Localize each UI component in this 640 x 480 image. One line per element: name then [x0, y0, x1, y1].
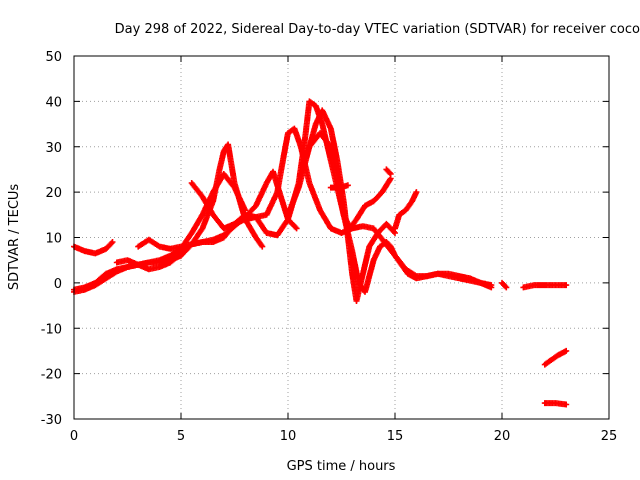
y-tick-label: 10 [45, 232, 62, 247]
x-tick-label: 5 [177, 429, 185, 444]
y-tick-label: 20 [45, 186, 62, 201]
y-tick-label: 40 [45, 95, 62, 110]
y-tick-label: 50 [45, 50, 62, 65]
y-tick-labels: -30 -20 -10 0 10 20 30 40 50 [41, 50, 62, 428]
y-tick-label: -20 [41, 368, 62, 383]
series-arc-9 [327, 182, 351, 191]
series-arc-1 [71, 239, 116, 257]
data-point [293, 225, 300, 232]
plot-frame [73, 55, 610, 420]
x-tick-label: 20 [494, 429, 511, 444]
data-point [503, 284, 510, 291]
series-arc-11 [392, 189, 420, 232]
series-arc-12 [499, 279, 510, 291]
chart-title: Day 298 of 2022, Sidereal Day-to-day VTE… [115, 22, 640, 37]
data-series [71, 98, 570, 408]
y-tick-label: 30 [45, 141, 62, 156]
data-point [259, 243, 266, 250]
data-point [502, 283, 509, 290]
x-axis-label: GPS time / hours [287, 459, 396, 474]
y-tick-label: -30 [41, 413, 62, 428]
x-tick-label: 0 [70, 429, 78, 444]
data-point [413, 189, 420, 196]
y-tick-label: -10 [41, 322, 62, 337]
y-tick-label: 0 [54, 277, 62, 292]
x-tick-labels: 0 5 10 15 20 25 [70, 429, 617, 444]
series-arc-10 [383, 166, 394, 177]
data-point [292, 224, 299, 231]
y-axis-label: SDTVAR / TECUs [7, 184, 22, 291]
data-point [563, 401, 570, 408]
series-arc-14 [541, 347, 570, 368]
data-point [344, 182, 351, 189]
data-point [563, 347, 570, 354]
grid-lines [74, 56, 609, 419]
x-tick-label: 15 [387, 429, 404, 444]
series-arc-13 [520, 282, 570, 291]
data-point [488, 284, 495, 291]
data-point [109, 239, 116, 245]
series-arc-15 [541, 400, 570, 408]
series-arc-8 [306, 130, 495, 295]
data-point [563, 282, 570, 289]
x-tick-label: 25 [601, 429, 618, 444]
x-tick-label: 10 [280, 429, 297, 444]
data-point [387, 171, 394, 177]
series-arc-3 [71, 141, 266, 293]
